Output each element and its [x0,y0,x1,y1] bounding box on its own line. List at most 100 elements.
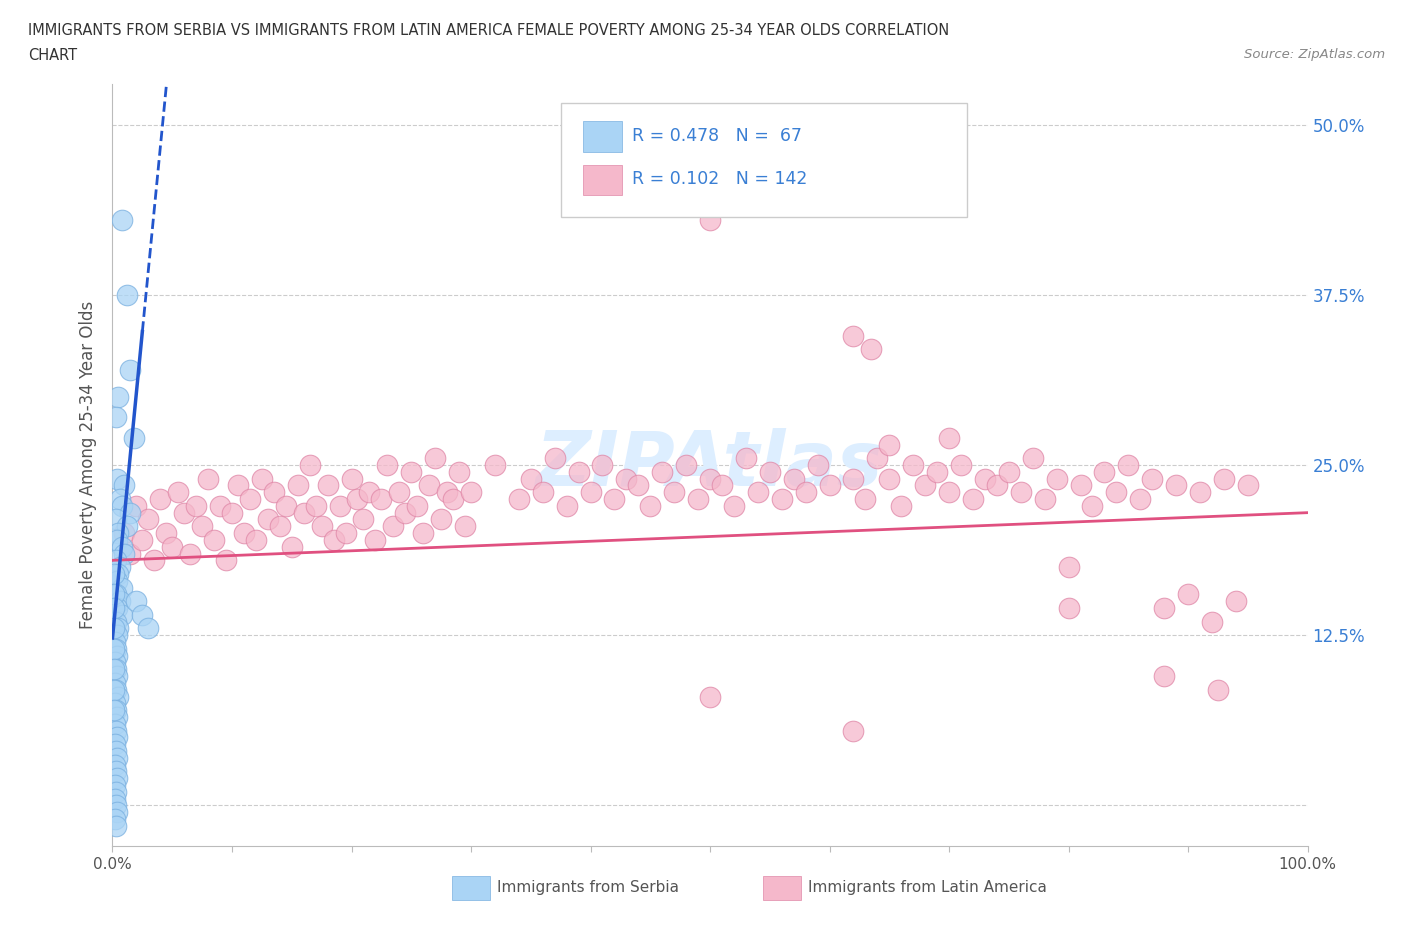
Point [555,498,578,513]
Point [105,764,128,778]
Point [842,472,865,486]
Point [111,212,134,227]
Point [441,492,464,507]
Point [1070,478,1092,493]
Point [105,744,128,759]
Point [108,560,131,575]
Point [1057,601,1080,616]
Point [316,478,339,493]
Point [105,683,128,698]
FancyBboxPatch shape [583,121,621,152]
Point [568,464,591,479]
Point [114,525,135,540]
Point [322,533,344,548]
Point [104,777,127,792]
Point [855,492,877,507]
Point [104,757,127,772]
Point [974,472,997,486]
Point [186,498,208,513]
Point [770,492,793,507]
Point [640,498,662,513]
Point [103,566,125,581]
Point [105,512,128,527]
Point [305,498,328,513]
FancyBboxPatch shape [762,876,801,900]
Point [114,478,135,493]
Point [866,451,889,466]
Point [111,539,134,554]
Point [364,533,387,548]
Point [430,512,453,527]
Point [221,505,243,520]
Point [108,593,131,608]
Point [103,587,125,602]
Point [1153,601,1175,616]
Point [531,485,554,499]
Text: ZIPAtlas: ZIPAtlas [536,428,884,502]
Point [104,675,127,690]
Point [1057,560,1080,575]
Point [1166,478,1188,493]
Point [138,512,160,527]
Point [131,607,153,622]
Point [122,431,145,445]
Point [699,689,721,704]
Point [105,601,128,616]
Point [105,784,128,799]
Point [263,485,285,499]
Point [215,552,238,567]
Point [245,533,267,548]
Point [250,472,273,486]
Point [1213,472,1236,486]
Point [105,573,128,588]
Point [114,546,135,561]
Text: Immigrants from Latin America: Immigrants from Latin America [808,880,1047,895]
Point [125,593,148,608]
Point [105,710,128,724]
Point [115,519,138,534]
Text: IMMIGRANTS FROM SERBIA VS IMMIGRANTS FROM LATIN AMERICA FEMALE POVERTY AMONG 25-: IMMIGRANTS FROM SERBIA VS IMMIGRANTS FRO… [28,23,949,38]
Point [103,703,125,718]
Point [226,478,249,493]
Point [860,342,883,357]
Point [111,498,134,513]
Point [359,485,381,499]
Point [377,458,399,472]
Point [105,472,128,486]
Point [938,485,960,499]
Point [627,478,650,493]
Point [688,492,710,507]
Point [425,451,447,466]
Point [1225,593,1247,608]
Point [1206,683,1229,698]
Point [105,410,128,425]
Point [1129,492,1152,507]
Point [104,696,127,711]
Point [508,492,530,507]
Point [104,634,127,649]
Point [394,505,416,520]
Text: CHART: CHART [28,48,77,63]
Text: R = 0.102   N = 142: R = 0.102 N = 142 [633,170,807,188]
Point [842,328,865,343]
Point [105,628,128,643]
Point [454,519,477,534]
Point [370,492,392,507]
Text: Immigrants from Serbia: Immigrants from Serbia [498,880,679,895]
Point [401,464,423,479]
Point [107,621,129,636]
Point [1177,587,1199,602]
Point [104,716,127,731]
Point [675,458,697,472]
Point [105,669,128,684]
Point [1033,492,1056,507]
Point [105,703,128,718]
Point [603,492,626,507]
Point [543,451,565,466]
Point [460,485,482,499]
Point [335,525,357,540]
Point [103,683,125,698]
Point [406,498,429,513]
Point [412,525,434,540]
Point [353,512,375,527]
